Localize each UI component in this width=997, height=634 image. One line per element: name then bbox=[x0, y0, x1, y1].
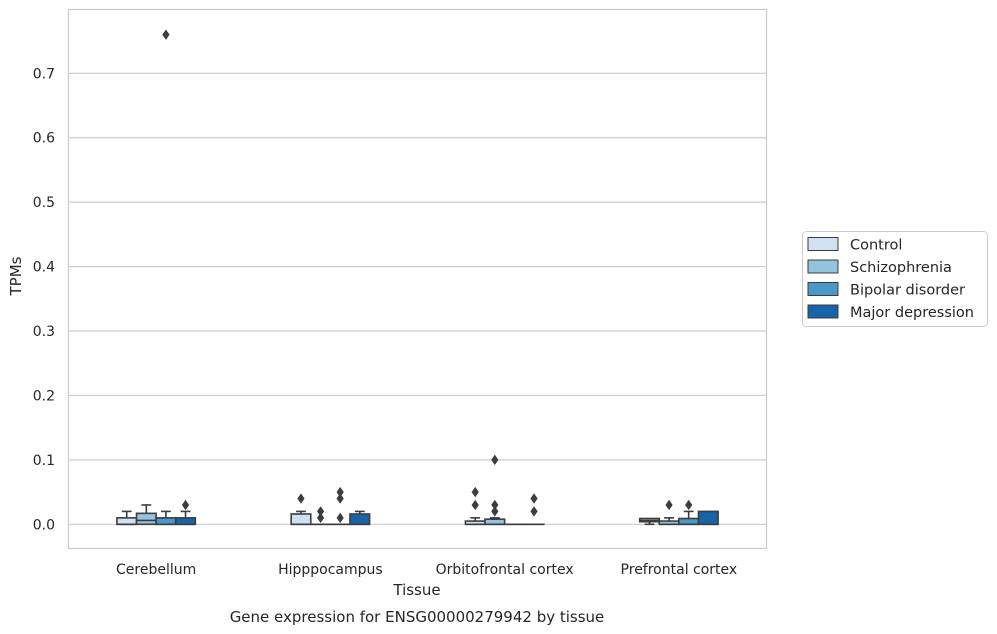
x-axis-label: Tissue bbox=[392, 581, 440, 599]
box bbox=[174, 517, 197, 526]
legend-frame bbox=[802, 231, 988, 327]
y-tick-label: 0.0 bbox=[33, 517, 55, 533]
box-group bbox=[135, 504, 157, 526]
outlier-point bbox=[316, 512, 325, 524]
box bbox=[155, 517, 177, 526]
legend: Control Schizophrenia Bipolar disorder Majo… bbox=[802, 231, 988, 327]
box bbox=[697, 510, 719, 526]
y-tick-label: 0.5 bbox=[33, 195, 55, 211]
legend-label: Bipolar disorder bbox=[850, 283, 965, 299]
y-axis-ticks: 0.0 0.1 0.2 0.3 0.4 0.5 0.6 0.7 bbox=[33, 66, 55, 533]
y-tick-label: 0.7 bbox=[33, 66, 55, 82]
legend-items: Control Schizophrenia Bipolar disorder Majo… bbox=[807, 237, 974, 321]
box-plot-boxes bbox=[116, 29, 719, 526]
outlier-point bbox=[530, 506, 538, 517]
box bbox=[678, 517, 700, 526]
outlier-point bbox=[297, 493, 305, 504]
legend-label: Schizophrenia bbox=[850, 260, 952, 276]
x-tick-label: Cerebellum bbox=[116, 562, 196, 578]
outlier-point bbox=[491, 506, 499, 517]
outlier-point bbox=[181, 499, 190, 511]
box-group bbox=[329, 486, 351, 526]
outlier-point bbox=[685, 499, 693, 511]
y-axis-label: TPMs bbox=[7, 256, 25, 296]
outlier-point bbox=[336, 512, 344, 524]
box bbox=[116, 517, 138, 526]
y-tick-label: 0.4 bbox=[33, 260, 55, 276]
legend-swatch bbox=[807, 282, 839, 296]
gridlines bbox=[69, 72, 766, 525]
chart-title: Gene expression for ENSG00000279942 by t… bbox=[230, 608, 605, 626]
box-group bbox=[464, 486, 486, 526]
box-group bbox=[484, 454, 506, 526]
legend-swatch bbox=[807, 237, 839, 251]
x-tick-label: Prefrontal cortex bbox=[621, 562, 738, 578]
box-group bbox=[116, 510, 138, 526]
y-tick-label: 0.1 bbox=[33, 453, 55, 469]
x-tick-label: Orbitofrontal cortex bbox=[436, 562, 574, 578]
y-tick-label: 0.3 bbox=[33, 324, 55, 340]
box bbox=[290, 513, 312, 526]
outlier-point bbox=[471, 499, 479, 511]
outlier-point bbox=[471, 486, 479, 498]
legend-swatch bbox=[807, 304, 839, 319]
x-tick-label: Hipppocampus bbox=[278, 562, 383, 578]
box-group bbox=[658, 499, 680, 526]
box-group bbox=[697, 510, 719, 526]
box-group bbox=[174, 499, 197, 526]
box-group bbox=[523, 493, 545, 526]
plot-area-frame bbox=[67, 8, 768, 550]
box bbox=[349, 513, 371, 526]
outlier-point bbox=[316, 506, 325, 517]
outlier-point bbox=[491, 499, 499, 511]
box-group bbox=[309, 506, 332, 526]
outlier-point bbox=[162, 29, 170, 40]
box-group bbox=[638, 517, 661, 526]
box bbox=[135, 512, 157, 526]
box-group bbox=[349, 510, 371, 526]
y-tick-label: 0.6 bbox=[33, 131, 55, 147]
legend-label: Control bbox=[850, 238, 902, 254]
outlier-point bbox=[491, 454, 499, 466]
legend-label: Major depression bbox=[850, 305, 974, 321]
legend-swatch bbox=[807, 259, 839, 274]
outlier-point bbox=[530, 493, 538, 504]
outlier-point bbox=[336, 493, 344, 504]
y-tick-label: 0.2 bbox=[33, 388, 55, 404]
box-group bbox=[678, 499, 700, 526]
box-group bbox=[155, 29, 177, 526]
outlier-point bbox=[336, 486, 344, 498]
box-group bbox=[290, 493, 312, 526]
x-axis-ticks: Cerebellum Hipppocampus Orbitofrontal cort… bbox=[116, 562, 737, 578]
outlier-point bbox=[665, 499, 673, 511]
